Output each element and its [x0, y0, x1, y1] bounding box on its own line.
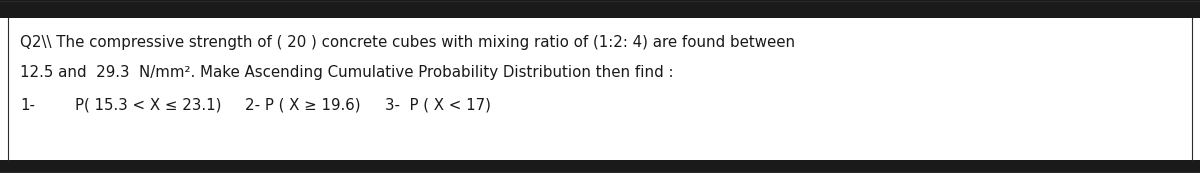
Text: 3-  P ( X < 17): 3- P ( X < 17)	[385, 98, 491, 112]
Text: 1-: 1-	[20, 98, 35, 112]
Bar	[0, 0, 1200, 18]
Text: P( 15.3 < X ≤ 23.1): P( 15.3 < X ≤ 23.1)	[74, 98, 222, 112]
Text: 2- P ( X ≥ 19.6): 2- P ( X ≥ 19.6)	[245, 98, 361, 112]
Text: Q2\\ The compressive strength of ( 20 ) concrete cubes with mixing ratio of (1:2: Q2\\ The compressive strength of ( 20 ) …	[20, 35, 796, 51]
Bar	[0, 160, 1200, 173]
Text: 12.5 and  29.3  N/mm². Make Ascending Cumulative Probability Distribution then f: 12.5 and 29.3 N/mm². Make Ascending Cumu…	[20, 66, 673, 80]
Bar	[0, 18, 1200, 160]
